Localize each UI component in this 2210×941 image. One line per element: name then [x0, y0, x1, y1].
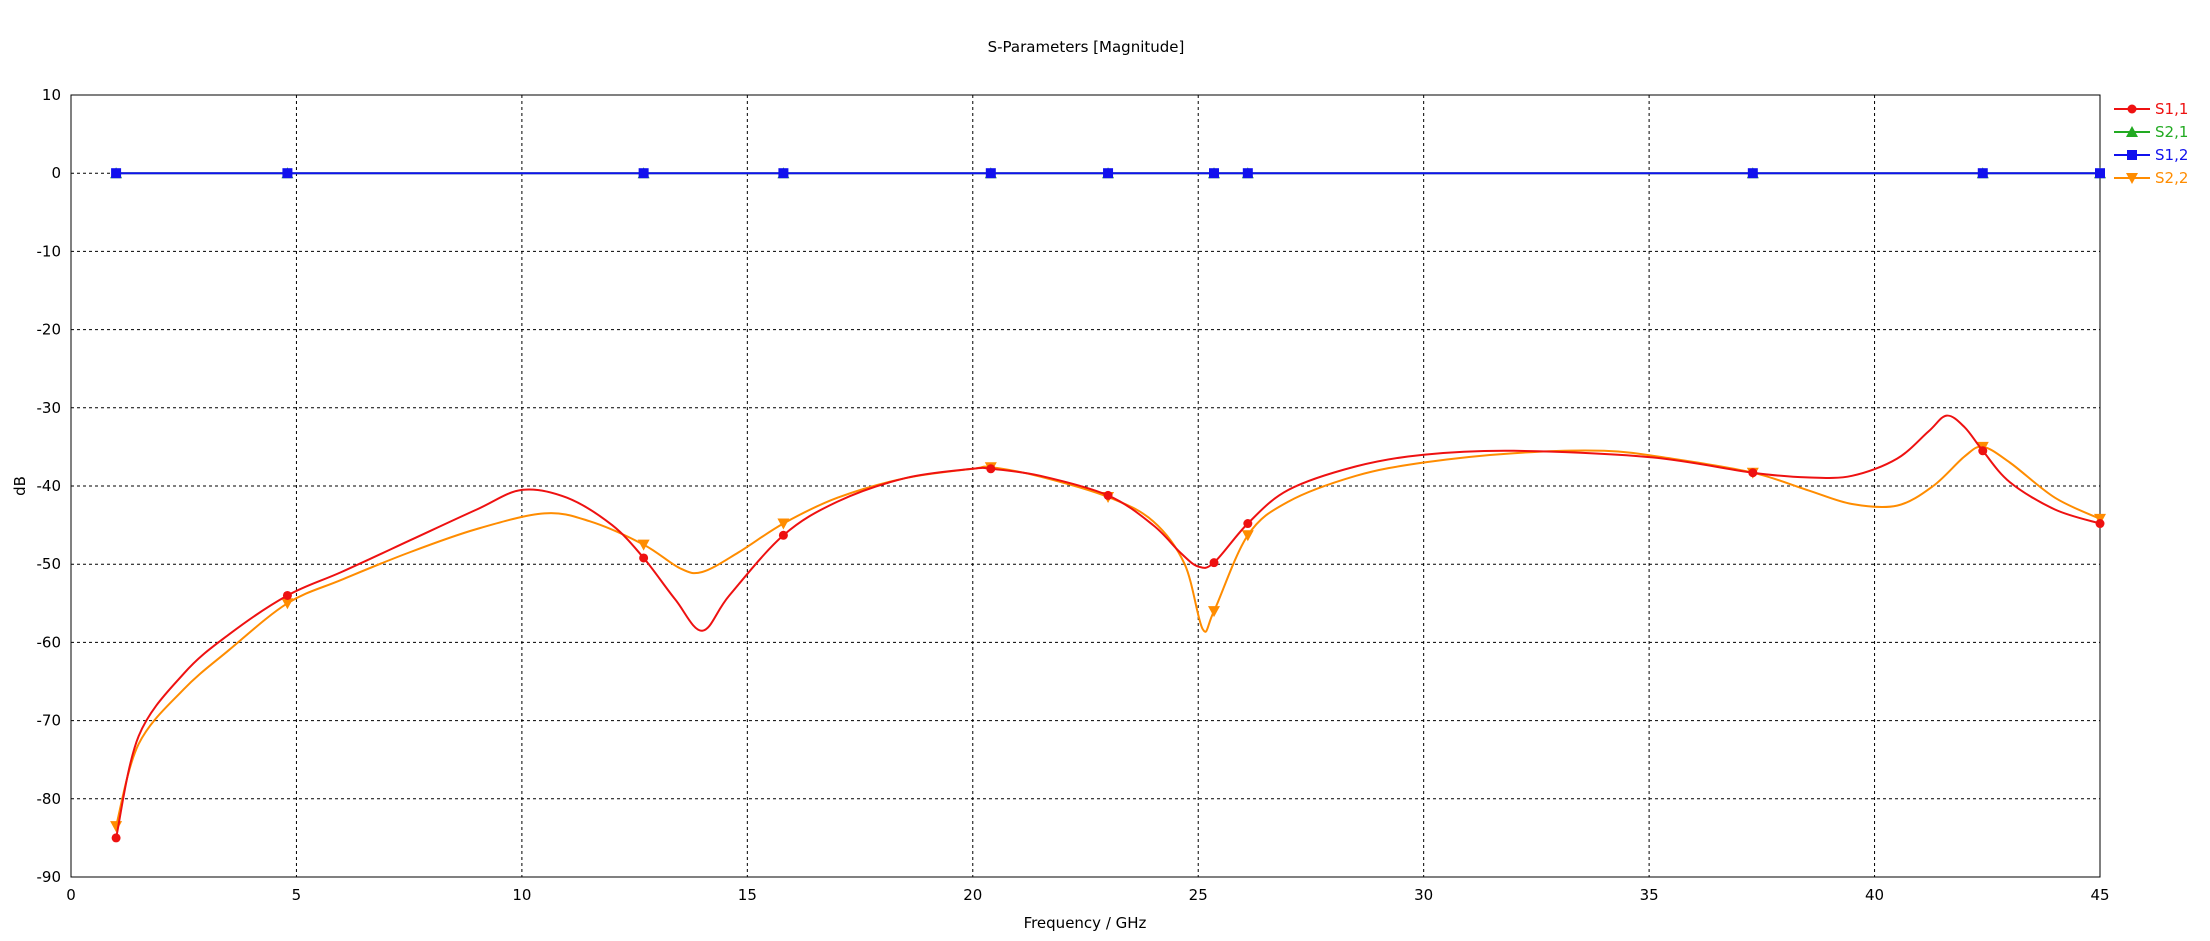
y-tick-label: 10	[42, 86, 61, 104]
x-tick-label: 40	[1865, 886, 1884, 904]
x-tick-label: 45	[2090, 886, 2109, 904]
series-marker	[111, 168, 122, 179]
series-marker	[2095, 519, 2105, 529]
series-marker	[1243, 519, 1253, 529]
series-marker	[2095, 168, 2105, 179]
y-axis-label: dB	[11, 476, 29, 496]
series-marker	[639, 553, 649, 563]
series-marker	[986, 464, 996, 474]
series-marker	[637, 539, 650, 551]
legend-label: S1,1	[2155, 100, 2188, 118]
series-marker	[1209, 558, 1219, 568]
legend-item[interactable]: S1,1	[2114, 100, 2188, 118]
series-s1-1	[111, 414, 2105, 843]
legend-marker	[2127, 104, 2137, 114]
x-tick-label: 10	[512, 886, 531, 904]
series-s2-2	[110, 441, 2106, 833]
x-axis-ticks: 0 5 10 15 20 25 30 35 40 45	[66, 886, 2109, 904]
x-tick-label: 15	[738, 886, 757, 904]
legend-marker	[2126, 173, 2138, 184]
series-marker	[111, 833, 121, 843]
y-tick-label: -80	[37, 790, 62, 808]
x-tick-label: 5	[292, 886, 302, 904]
legend-item[interactable]: S2,1	[2114, 123, 2188, 141]
series-marker	[1209, 168, 1220, 179]
series-marker	[985, 168, 996, 179]
legend-label: S1,2	[2155, 146, 2188, 164]
y-tick-label: 0	[51, 164, 61, 182]
y-tick-label: -50	[37, 555, 62, 573]
chart-title: S-Parameters [Magnitude]	[988, 38, 1185, 56]
series-marker	[1978, 446, 1988, 456]
legend-item[interactable]: S1,2	[2114, 146, 2188, 164]
legend-label: S2,2	[2155, 169, 2188, 187]
series-line	[115, 414, 2101, 839]
x-tick-label: 20	[963, 886, 982, 904]
series-marker	[281, 598, 294, 610]
legend-label: S2,1	[2155, 123, 2188, 141]
y-tick-label: -60	[37, 633, 62, 651]
series-marker	[1241, 530, 1254, 542]
series-s1-2	[111, 168, 2105, 179]
series-marker	[1208, 606, 1221, 618]
series-marker	[777, 518, 790, 530]
series-marker	[282, 590, 292, 600]
series-marker	[282, 168, 293, 179]
legend-marker	[2126, 126, 2138, 137]
x-tick-label: 35	[1640, 886, 1659, 904]
legend-item[interactable]: S2,2	[2114, 169, 2188, 187]
y-tick-label: -90	[37, 868, 62, 886]
y-tick-label: -40	[37, 477, 62, 495]
y-tick-label: -70	[37, 712, 62, 730]
legend[interactable]: S1,1 S2,1 S1,2 S2,2	[2114, 100, 2188, 187]
x-tick-label: 25	[1189, 886, 1208, 904]
y-tick-label: -20	[37, 321, 62, 339]
y-tick-label: -10	[37, 242, 62, 260]
y-axis-ticks: 10 0 -10 -20 -30 -40 -50 -60 -70 -80 -90	[37, 86, 62, 886]
series-marker	[778, 530, 788, 540]
series-marker	[638, 168, 649, 179]
series-line	[115, 445, 2101, 827]
legend-marker	[2127, 150, 2137, 160]
series-marker	[1242, 168, 1253, 179]
series-marker	[1977, 168, 1988, 179]
series-marker	[1103, 168, 1114, 179]
x-axis-label: Frequency / GHz	[1024, 914, 1147, 932]
series-marker	[1103, 490, 1113, 500]
y-tick-label: -30	[37, 399, 62, 417]
series-layer	[110, 167, 2106, 843]
series-marker	[778, 168, 789, 179]
series-marker	[1748, 468, 1758, 478]
series-marker	[110, 821, 123, 833]
plot-frame	[70, 94, 2101, 878]
series-marker	[1747, 168, 1758, 179]
x-tick-label: 0	[66, 886, 76, 904]
x-tick-label: 30	[1414, 886, 1433, 904]
